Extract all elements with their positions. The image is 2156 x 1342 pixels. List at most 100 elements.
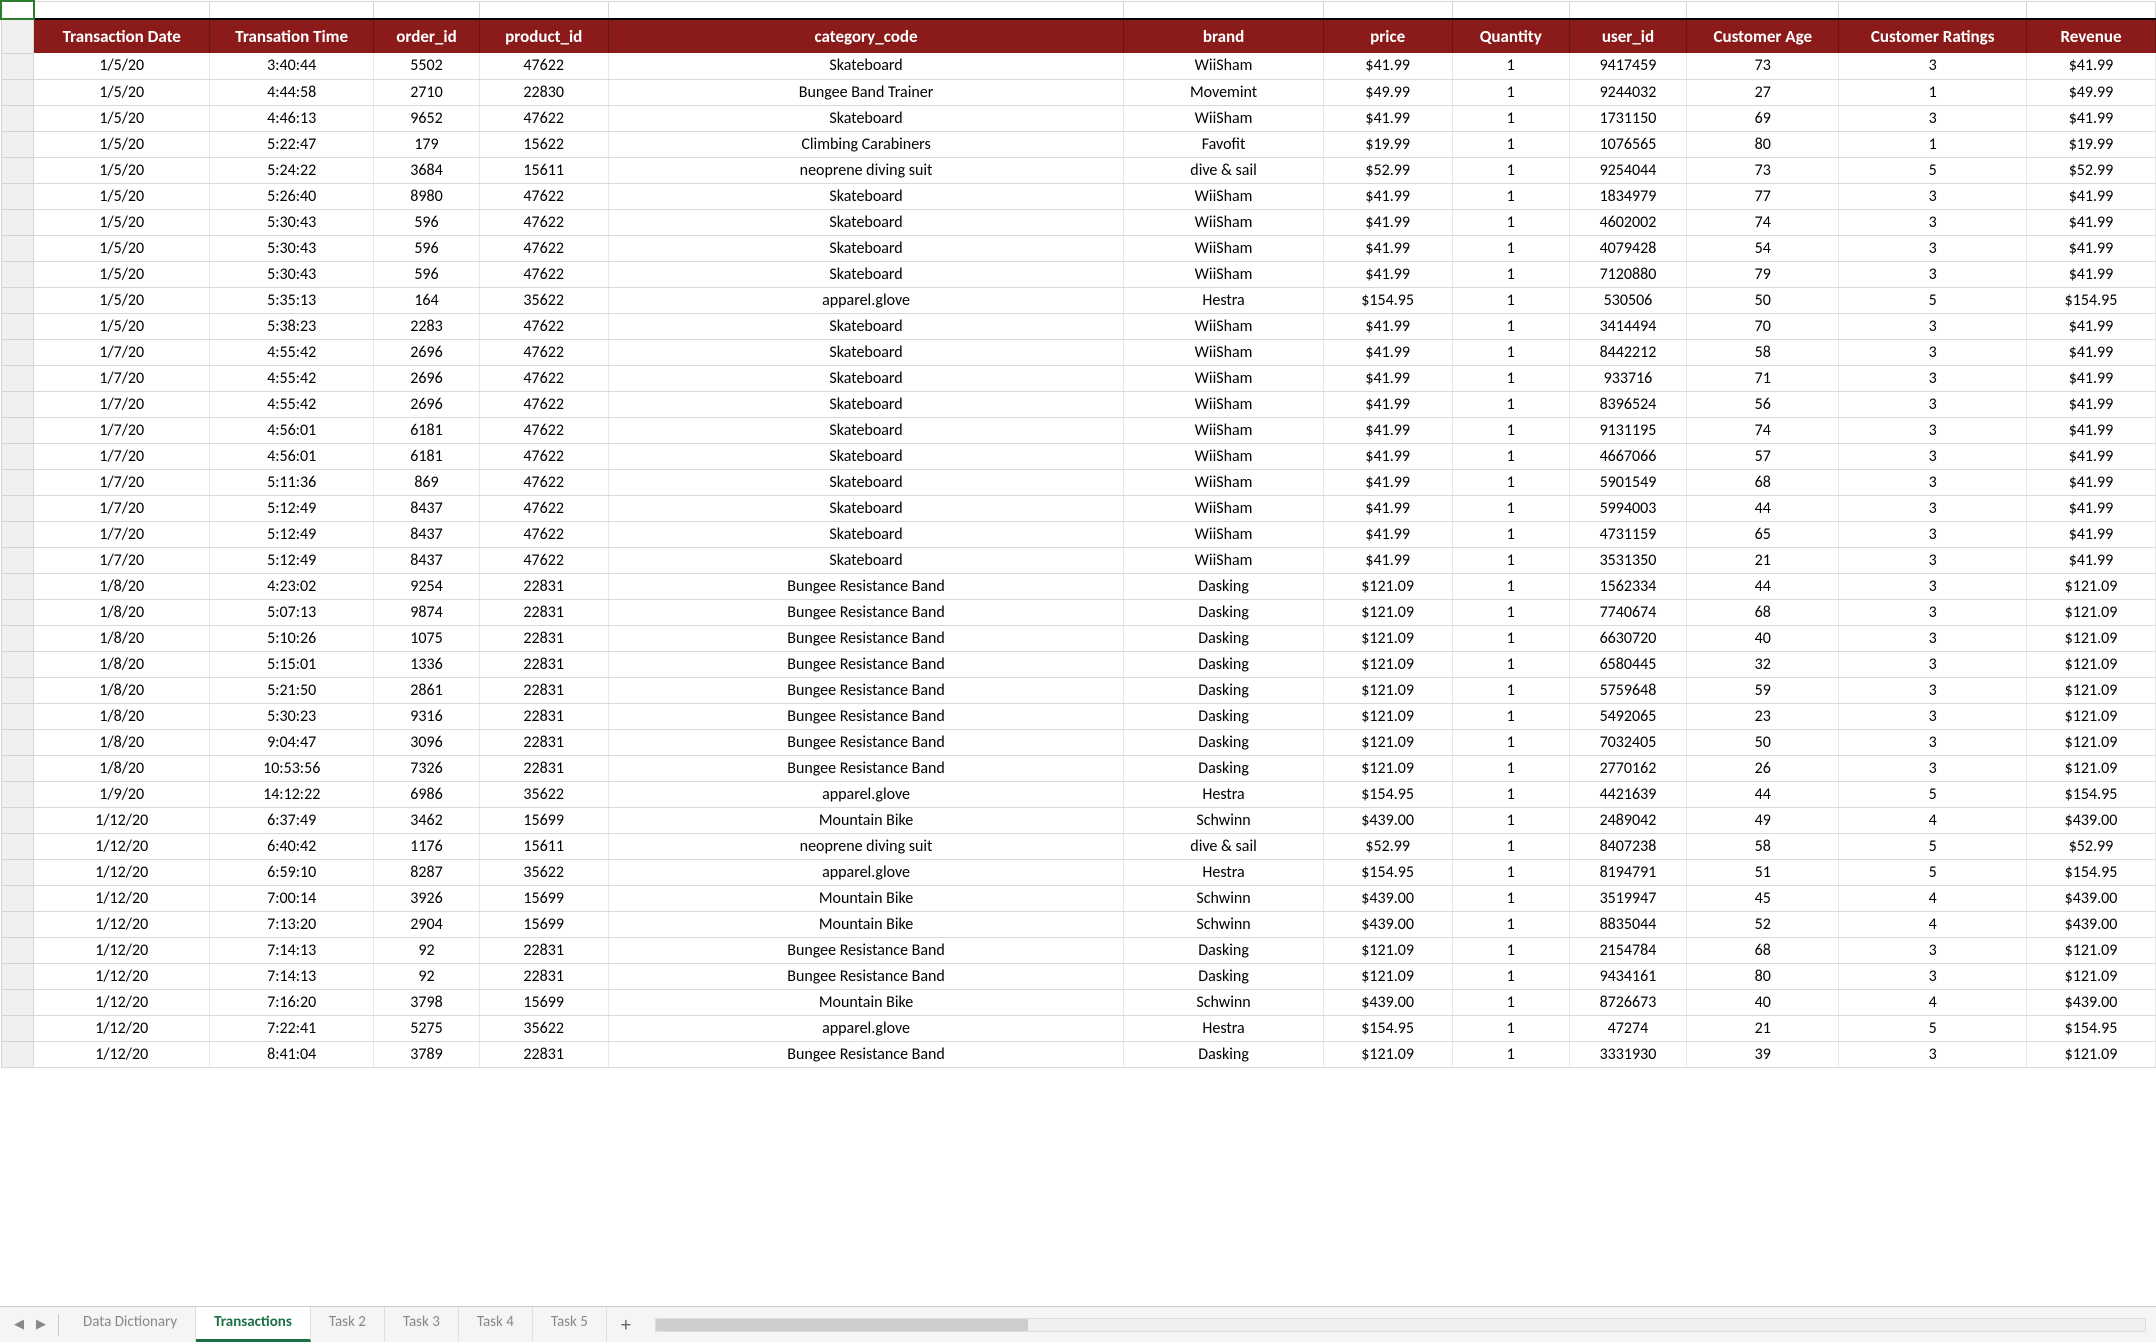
cell-order_id[interactable]: 164	[374, 287, 479, 313]
cell-brand[interactable]: Hestra	[1124, 287, 1323, 313]
column-letter-cell[interactable]	[479, 1, 608, 19]
cell-time[interactable]: 7:00:14	[210, 885, 374, 911]
cell-rating[interactable]: 3	[1839, 183, 2027, 209]
spreadsheet-grid[interactable]: Transaction DateTransation Timeorder_idp…	[0, 0, 2156, 1068]
cell-user_id[interactable]: 8407238	[1569, 833, 1686, 859]
row-number-cell[interactable]	[1, 703, 34, 729]
cell-brand[interactable]: Hestra	[1124, 1015, 1323, 1041]
cell-rating[interactable]: 3	[1839, 937, 2027, 963]
cell-date[interactable]: 1/5/20	[34, 287, 210, 313]
cell-user_id[interactable]: 933716	[1569, 365, 1686, 391]
cell-order_id[interactable]: 3462	[374, 807, 479, 833]
cell-date[interactable]: 1/7/20	[34, 495, 210, 521]
cell-rating[interactable]: 3	[1839, 625, 2027, 651]
cell-age[interactable]: 40	[1687, 625, 1839, 651]
cell-brand[interactable]: Hestra	[1124, 859, 1323, 885]
cell-brand[interactable]: WiiSham	[1124, 105, 1323, 131]
cell-age[interactable]: 50	[1687, 287, 1839, 313]
cell-date[interactable]: 1/5/20	[34, 131, 210, 157]
cell-date[interactable]: 1/12/20	[34, 963, 210, 989]
cell-time[interactable]: 7:16:20	[210, 989, 374, 1015]
cell-user_id[interactable]: 47274	[1569, 1015, 1686, 1041]
cell-time[interactable]: 4:55:42	[210, 391, 374, 417]
cell-qty[interactable]: 1	[1452, 443, 1569, 469]
cell-user_id[interactable]: 9131195	[1569, 417, 1686, 443]
cell-category[interactable]: Skateboard	[608, 235, 1124, 261]
cell-date[interactable]: 1/7/20	[34, 443, 210, 469]
cell-qty[interactable]: 1	[1452, 521, 1569, 547]
cell-price[interactable]: $439.00	[1323, 807, 1452, 833]
cell-time[interactable]: 6:37:49	[210, 807, 374, 833]
cell-price[interactable]: $154.95	[1323, 287, 1452, 313]
cell-brand[interactable]: WiiSham	[1124, 261, 1323, 287]
cell-time[interactable]: 10:53:56	[210, 755, 374, 781]
row-number-cell[interactable]	[1, 391, 34, 417]
cell-rating[interactable]: 3	[1839, 963, 2027, 989]
cell-order_id[interactable]: 7326	[374, 755, 479, 781]
cell-revenue[interactable]: $41.99	[2026, 443, 2155, 469]
cell-product_id[interactable]: 22831	[479, 937, 608, 963]
cell-revenue[interactable]: $121.09	[2026, 677, 2155, 703]
column-header-time[interactable]: Transation Time	[210, 19, 374, 53]
cell-revenue[interactable]: $121.09	[2026, 703, 2155, 729]
cell-order_id[interactable]: 9652	[374, 105, 479, 131]
cell-order_id[interactable]: 9316	[374, 703, 479, 729]
cell-qty[interactable]: 1	[1452, 235, 1569, 261]
cell-rating[interactable]: 4	[1839, 885, 2027, 911]
cell-order_id[interactable]: 6181	[374, 417, 479, 443]
cell-age[interactable]: 45	[1687, 885, 1839, 911]
cell-user_id[interactable]: 9434161	[1569, 963, 1686, 989]
cell-product_id[interactable]: 22831	[479, 677, 608, 703]
cell-order_id[interactable]: 8437	[374, 521, 479, 547]
cell-user_id[interactable]: 6580445	[1569, 651, 1686, 677]
cell-price[interactable]: $41.99	[1323, 521, 1452, 547]
cell-price[interactable]: $41.99	[1323, 313, 1452, 339]
cell-revenue[interactable]: $154.95	[2026, 859, 2155, 885]
tab-nav-prev[interactable]: ◀	[8, 1314, 30, 1336]
cell-date[interactable]: 1/7/20	[34, 469, 210, 495]
cell-revenue[interactable]: $41.99	[2026, 365, 2155, 391]
cell-category[interactable]: Skateboard	[608, 365, 1124, 391]
cell-user_id[interactable]: 3519947	[1569, 885, 1686, 911]
cell-qty[interactable]: 1	[1452, 79, 1569, 105]
cell-qty[interactable]: 1	[1452, 599, 1569, 625]
cell-time[interactable]: 4:56:01	[210, 417, 374, 443]
cell-rating[interactable]: 3	[1839, 599, 2027, 625]
cell-rating[interactable]: 3	[1839, 573, 2027, 599]
cell-user_id[interactable]: 7120880	[1569, 261, 1686, 287]
cell-price[interactable]: $439.00	[1323, 989, 1452, 1015]
row-number-cell[interactable]	[1, 547, 34, 573]
cell-qty[interactable]: 1	[1452, 157, 1569, 183]
cell-age[interactable]: 73	[1687, 157, 1839, 183]
cell-user_id[interactable]: 2489042	[1569, 807, 1686, 833]
cell-rating[interactable]: 1	[1839, 131, 2027, 157]
cell-category[interactable]: Bungee Band Trainer	[608, 79, 1124, 105]
cell-order_id[interactable]: 1176	[374, 833, 479, 859]
column-header-qty[interactable]: Quantity	[1452, 19, 1569, 53]
cell-rating[interactable]: 3	[1839, 235, 2027, 261]
row-number-cell[interactable]	[1, 911, 34, 937]
column-header-price[interactable]: price	[1323, 19, 1452, 53]
cell-rating[interactable]: 5	[1839, 157, 2027, 183]
cell-product_id[interactable]: 47622	[479, 443, 608, 469]
cell-time[interactable]: 4:55:42	[210, 365, 374, 391]
cell-brand[interactable]: WiiSham	[1124, 235, 1323, 261]
cell-price[interactable]: $41.99	[1323, 417, 1452, 443]
cell-time[interactable]: 14:12:22	[210, 781, 374, 807]
cell-product_id[interactable]: 35622	[479, 1015, 608, 1041]
cell-brand[interactable]: Dasking	[1124, 573, 1323, 599]
cell-rating[interactable]: 3	[1839, 53, 2027, 79]
cell-age[interactable]: 50	[1687, 729, 1839, 755]
cell-date[interactable]: 1/12/20	[34, 989, 210, 1015]
cell-rating[interactable]: 3	[1839, 339, 2027, 365]
cell-price[interactable]: $121.09	[1323, 677, 1452, 703]
cell-age[interactable]: 69	[1687, 105, 1839, 131]
cell-time[interactable]: 4:56:01	[210, 443, 374, 469]
cell-revenue[interactable]: $41.99	[2026, 495, 2155, 521]
cell-age[interactable]: 52	[1687, 911, 1839, 937]
cell-rating[interactable]: 3	[1839, 365, 2027, 391]
cell-user_id[interactable]: 6630720	[1569, 625, 1686, 651]
cell-price[interactable]: $121.09	[1323, 573, 1452, 599]
cell-qty[interactable]: 1	[1452, 729, 1569, 755]
cell-date[interactable]: 1/5/20	[34, 79, 210, 105]
